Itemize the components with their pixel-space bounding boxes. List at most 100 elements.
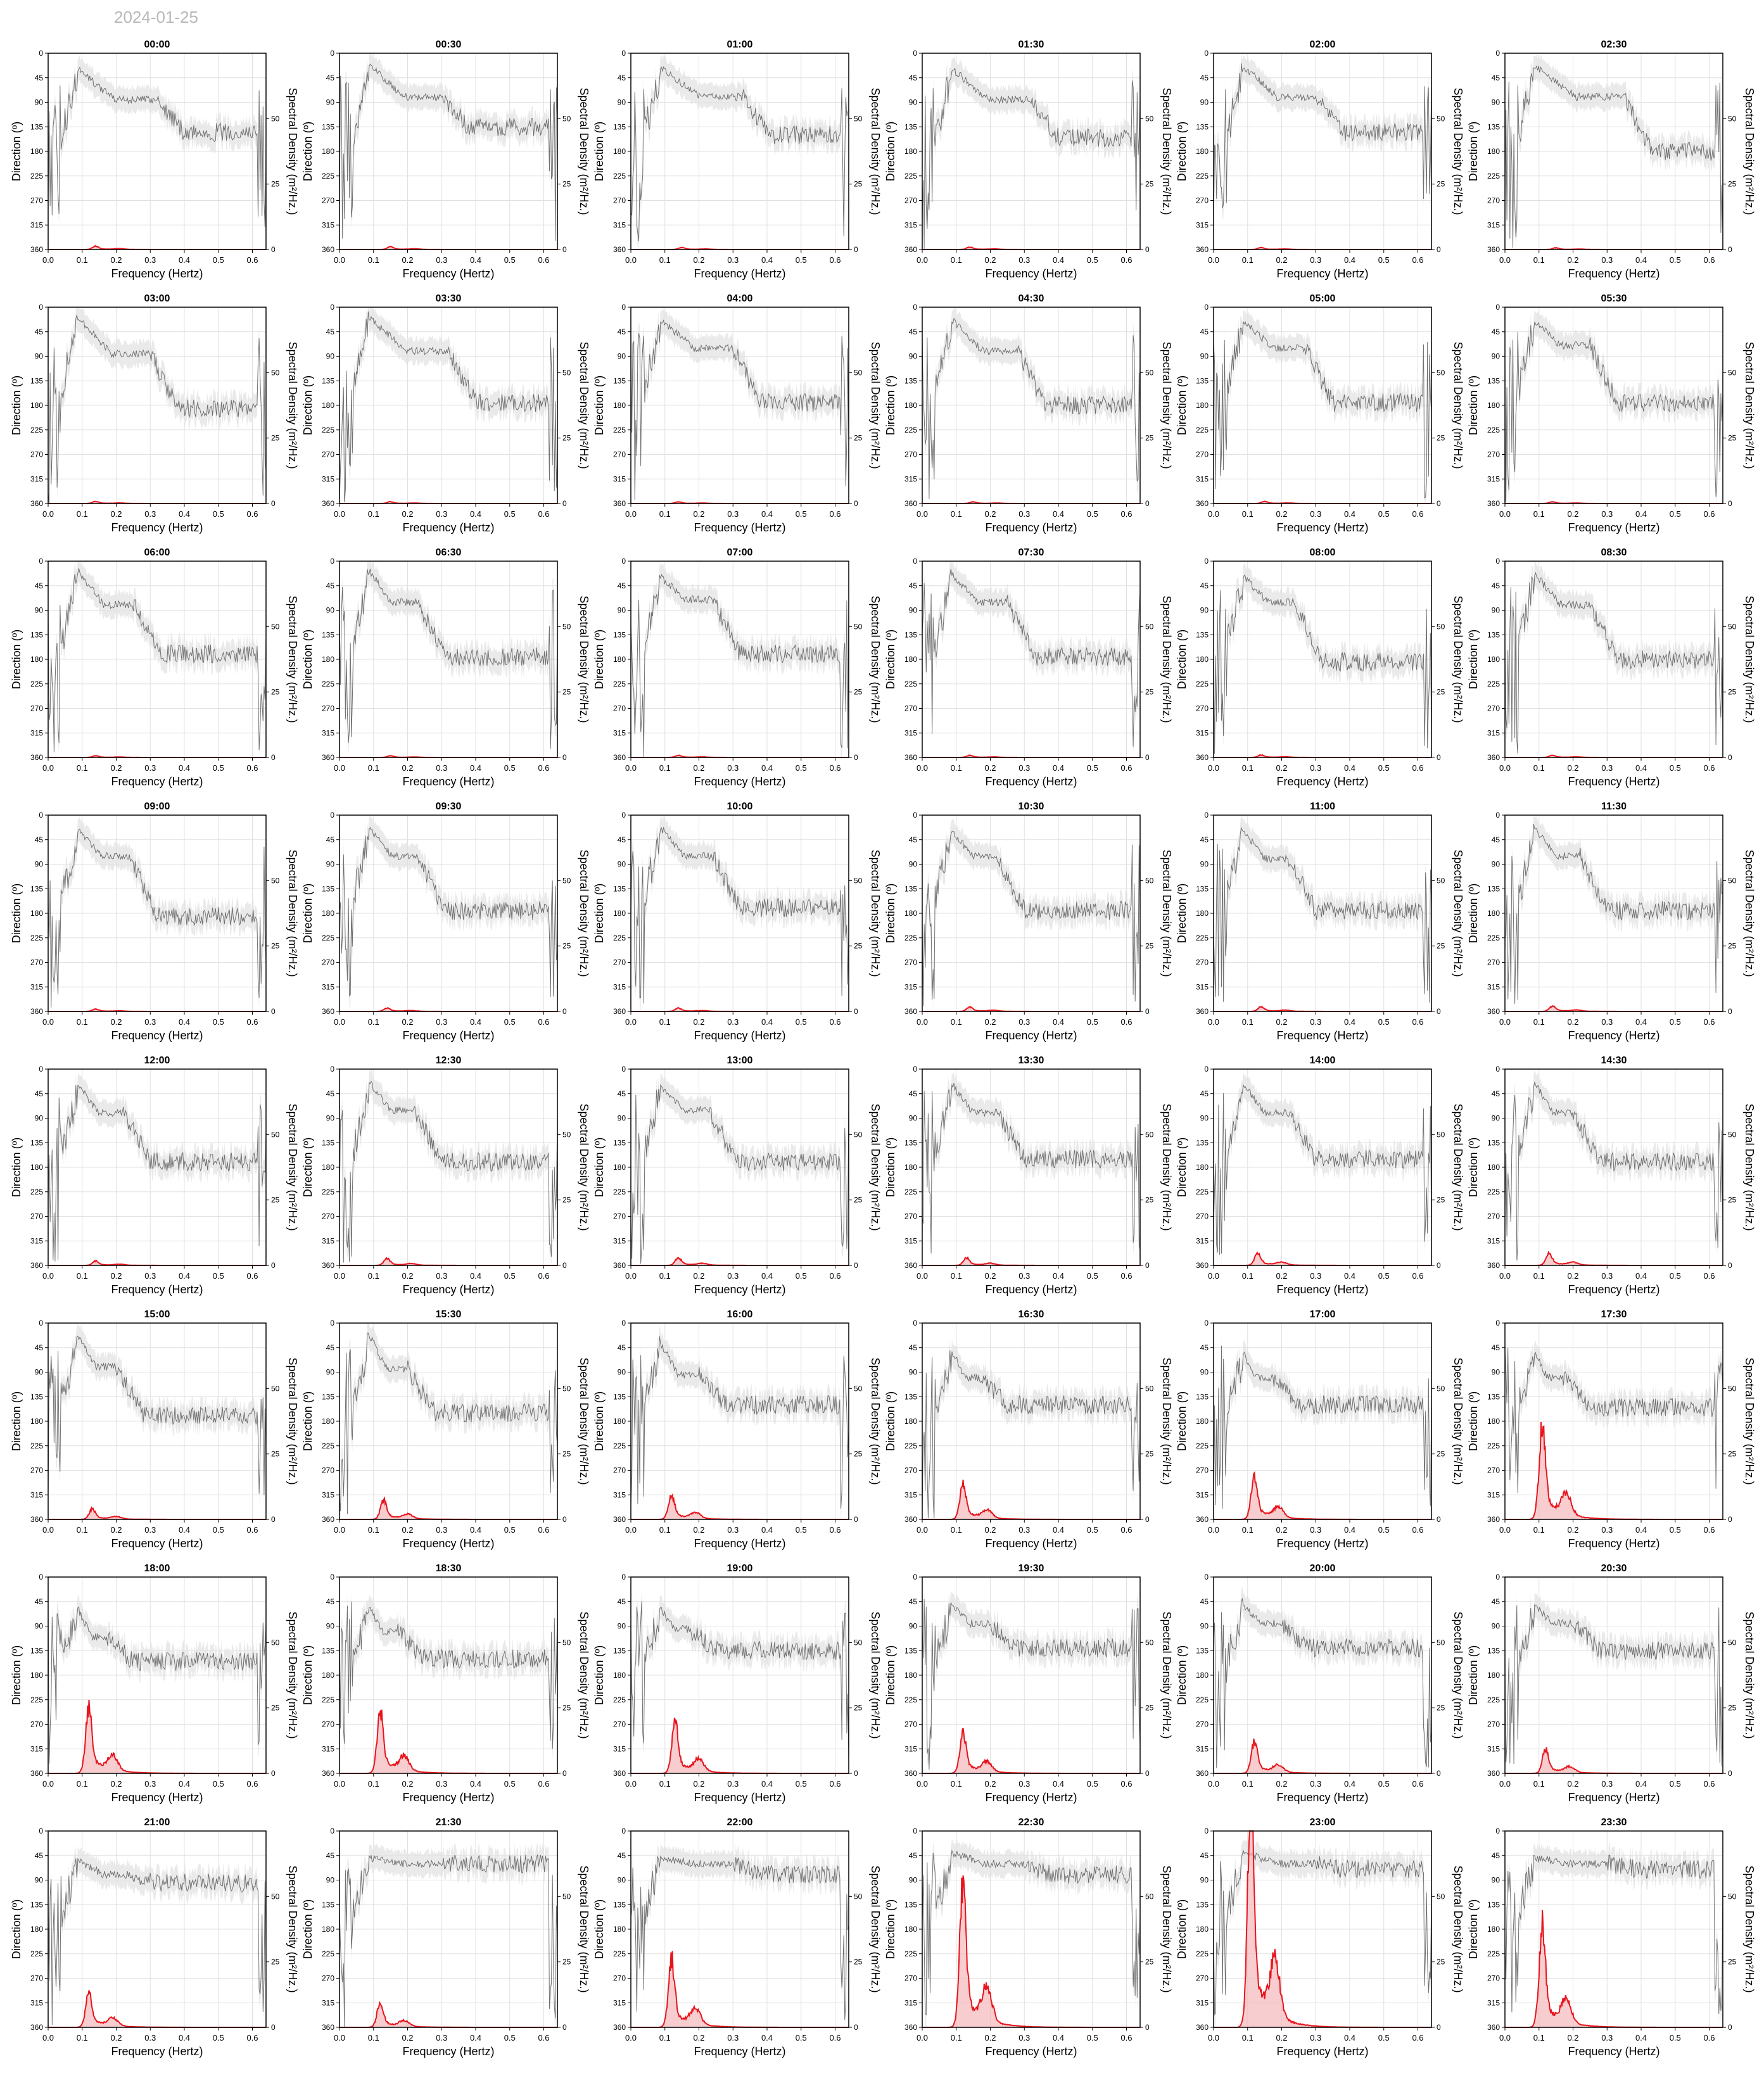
y2-tick-label: 50	[562, 622, 571, 631]
y2-tick-label: 0	[562, 245, 567, 254]
spectrum-panel: 0.0 0.1 0.2 0.3 0.4 0.5 0.6 0 45 90 135 180 225 270 31…	[301, 39, 590, 280]
y2-axis-label: Spectral Density (m²/Hz.)	[869, 1611, 882, 1739]
y-tick-label: 90	[1200, 1114, 1209, 1123]
density-fill	[922, 1006, 1140, 1011]
x-tick-label: 0.4	[1344, 763, 1355, 773]
y-tick-label: 315	[904, 1490, 917, 1499]
y-tick-label: 180	[613, 1925, 626, 1934]
x-axis-label: Frequency (Hertz)	[402, 1537, 494, 1550]
y-axis-label: Direction (º)	[1176, 1137, 1188, 1198]
y-tick-label: 90	[35, 860, 44, 869]
y-tick-label: 45	[1200, 73, 1209, 82]
density-fill	[48, 1990, 266, 2027]
y-tick-label: 180	[30, 401, 43, 410]
x-tick-label: 0.2	[1276, 1017, 1287, 1027]
y2-tick-label: 0	[1437, 2023, 1441, 2032]
x-tick-label: 0.3	[1601, 255, 1613, 265]
x-tick-label: 0.0	[1499, 1525, 1511, 1535]
density-fill	[1214, 1473, 1431, 1519]
y-tick-label: 225	[904, 426, 917, 434]
y2-axis-label: Spectral Density (m²/Hz.)	[1160, 1611, 1173, 1739]
spectrum-panel: 0.0 0.1 0.2 0.3 0.4 0.5 0.6 0 45 90 135 180 225 270 31…	[10, 293, 299, 534]
panel-title: 15:00	[144, 1309, 170, 1320]
spectrum-panel: 0.0 0.1 0.2 0.3 0.4 0.5 0.6 0 45 90 135 180 225 270 31…	[10, 547, 299, 788]
x-tick-label: 0.3	[1601, 1017, 1613, 1027]
y-tick-label: 315	[904, 728, 917, 737]
panel-title: 01:00	[727, 39, 753, 50]
y-tick-label: 135	[322, 884, 334, 893]
x-tick-label: 0.2	[110, 1017, 122, 1027]
y-tick-label: 225	[322, 1695, 334, 1704]
x-tick-label: 0.0	[625, 1017, 637, 1027]
y-tick-label: 0	[621, 1827, 626, 1835]
y-tick-label: 180	[1196, 655, 1209, 664]
x-tick-label: 0.0	[42, 255, 54, 265]
y2-tick-label: 25	[854, 1704, 863, 1713]
y-tick-label: 225	[1487, 1949, 1500, 1958]
x-tick-label: 0.3	[144, 1779, 156, 1789]
x-tick-label: 0.4	[1635, 2033, 1647, 2043]
y2-tick-label: 50	[271, 1638, 280, 1647]
panel-title: 19:30	[1018, 1563, 1044, 1574]
y2-tick-label: 0	[1145, 1261, 1150, 1270]
y-tick-label: 135	[904, 1138, 917, 1147]
y-tick-label: 225	[1196, 1695, 1209, 1704]
direction-line	[339, 1080, 558, 1263]
y2-axis-label: Spectral Density (m²/Hz.)	[1160, 1103, 1173, 1231]
y-tick-label: 270	[30, 196, 43, 205]
direction-line	[922, 1599, 1141, 1770]
y2-tick-label: 50	[1437, 1892, 1445, 1901]
y-tick-label: 0	[621, 303, 626, 312]
y-tick-label: 135	[30, 376, 43, 385]
y-tick-label: 90	[618, 1114, 626, 1123]
y-tick-label: 315	[30, 982, 43, 991]
x-tick-label: 0.3	[144, 2033, 156, 2043]
density-line	[339, 1709, 557, 1774]
y2-axis-label: Spectral Density (m²/Hz.)	[578, 595, 590, 723]
y-tick-label: 225	[613, 1949, 626, 1958]
y-tick-label: 315	[30, 1236, 43, 1245]
x-tick-label: 0.6	[538, 255, 549, 265]
y-tick-label: 45	[326, 581, 335, 590]
x-tick-label: 0.1	[1533, 509, 1545, 519]
y-tick-label: 45	[35, 581, 44, 590]
spectrum-panel: 0.0 0.1 0.2 0.3 0.4 0.5 0.6 0 45 90 135 180 225 270 31…	[10, 801, 299, 1042]
x-tick-label: 0.5	[213, 763, 224, 773]
y2-axis-label: Spectral Density (m²/Hz.)	[578, 87, 590, 215]
y-tick-label: 315	[1487, 1998, 1500, 2007]
y-tick-label: 225	[613, 680, 626, 688]
y2-tick-label: 0	[854, 753, 858, 762]
y-tick-label: 45	[35, 327, 44, 336]
y2-axis-label: Spectral Density (m²/Hz.)	[869, 1865, 882, 1992]
spectrum-panel: 0.0 0.1 0.2 0.3 0.4 0.5 0.6 0 45 90 135 180 225 270 31…	[884, 1055, 1173, 1296]
y-tick-label: 225	[1196, 934, 1209, 942]
y-tick-label: 360	[30, 499, 43, 508]
y2-tick-label: 0	[562, 499, 567, 508]
y-tick-label: 135	[613, 1646, 626, 1655]
y-tick-label: 0	[913, 1319, 917, 1327]
direction-line	[1504, 1347, 1723, 1493]
y-axis-label: Direction (º)	[301, 1137, 314, 1198]
x-tick-label: 0.4	[1053, 763, 1064, 773]
y-tick-label: 270	[322, 1974, 334, 1983]
y-tick-label: 270	[1196, 704, 1209, 713]
panel-title: 05:00	[1310, 293, 1336, 304]
panel-title: 06:30	[436, 547, 462, 558]
y-tick-label: 225	[30, 1441, 43, 1450]
x-tick-label: 0.2	[110, 1525, 122, 1535]
y2-tick-label: 0	[271, 1007, 276, 1016]
y-tick-label: 90	[1492, 98, 1501, 107]
direction-line	[339, 63, 558, 241]
x-tick-label: 0.6	[829, 1271, 841, 1281]
x-tick-label: 0.3	[727, 509, 739, 519]
y-tick-label: 45	[1200, 581, 1209, 590]
y2-axis-label: Spectral Density (m²/Hz.)	[286, 87, 299, 215]
y-tick-label: 45	[618, 73, 626, 82]
y-tick-label: 360	[613, 1515, 626, 1524]
x-tick-label: 0.3	[1310, 1271, 1321, 1281]
y-axis-label: Direction (º)	[593, 884, 606, 944]
x-tick-label: 0.6	[1703, 1525, 1715, 1535]
x-tick-label: 0.3	[1018, 2033, 1030, 2043]
y-tick-label: 225	[30, 934, 43, 942]
x-tick-label: 0.5	[1087, 1525, 1098, 1535]
